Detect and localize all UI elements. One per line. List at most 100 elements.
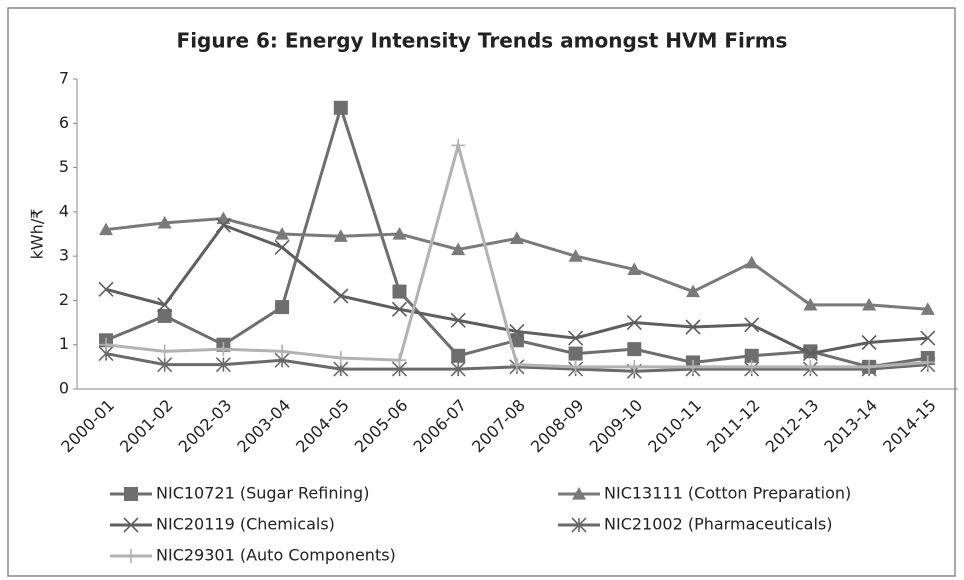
legend-label: NIC10721 (Sugar Refining) — [156, 484, 369, 503]
marker — [568, 249, 583, 262]
marker — [451, 242, 466, 256]
y-tick-label: 4 — [59, 201, 69, 220]
marker — [275, 344, 290, 359]
marker-shape — [803, 297, 818, 311]
marker-shape — [124, 549, 138, 563]
marker — [920, 330, 936, 346]
marker-shape — [571, 517, 587, 533]
marker-shape — [392, 227, 407, 240]
marker-shape — [744, 359, 759, 374]
marker-shape — [157, 344, 172, 359]
marker — [861, 334, 877, 351]
marker-shape — [391, 301, 408, 317]
marker-shape — [157, 357, 173, 373]
y-axis-label: kWh/₹ — [28, 209, 47, 260]
marker — [862, 297, 877, 311]
marker-shape — [686, 284, 700, 298]
marker — [99, 337, 113, 352]
marker — [333, 288, 349, 304]
marker-shape — [509, 357, 524, 372]
marker — [920, 302, 935, 315]
marker-shape — [99, 337, 113, 352]
marker — [391, 301, 408, 317]
marker-shape — [451, 348, 466, 363]
marker-shape — [450, 361, 466, 377]
marker — [803, 359, 818, 374]
marker-shape — [568, 359, 583, 374]
marker — [744, 255, 759, 269]
marker-shape — [862, 359, 877, 374]
marker-shape — [686, 359, 700, 374]
marker — [568, 330, 584, 346]
marker — [509, 231, 524, 245]
y-tick-label: 1 — [59, 334, 69, 353]
marker-shape — [920, 330, 936, 346]
marker-shape — [627, 342, 642, 357]
marker-shape — [920, 302, 935, 315]
legend-label: NIC21002 (Pharmaceuticals) — [604, 515, 833, 534]
marker-shape — [627, 262, 642, 276]
marker — [157, 215, 172, 229]
y-tick-label: 3 — [59, 246, 69, 265]
marker-shape — [568, 330, 584, 346]
y-tick-label: 7 — [59, 69, 69, 88]
marker — [333, 100, 348, 115]
y-tick-label: 6 — [59, 113, 69, 132]
marker-shape — [99, 222, 113, 236]
marker — [803, 297, 818, 311]
marker — [450, 361, 466, 377]
marker — [450, 312, 466, 328]
legend-label: NIC13111 (Cotton Preparation) — [604, 484, 851, 503]
legend-label: NIC29301 (Auto Components) — [156, 546, 396, 565]
marker-shape — [98, 281, 114, 297]
marker-shape — [802, 346, 818, 362]
marker — [124, 487, 138, 501]
marker — [216, 342, 231, 357]
marker — [626, 315, 642, 331]
legend-label: NIC20119 (Chemicals) — [156, 515, 335, 534]
marker — [803, 344, 818, 359]
marker-shape — [861, 334, 877, 351]
marker-shape — [275, 300, 290, 315]
marker — [392, 227, 407, 240]
marker — [627, 342, 642, 357]
marker — [802, 346, 818, 362]
marker — [157, 297, 173, 313]
marker-shape — [157, 297, 173, 313]
marker-shape — [215, 357, 231, 373]
marker — [920, 355, 935, 370]
marker-shape — [572, 487, 586, 500]
marker-shape — [568, 346, 583, 361]
y-tick-label: 0 — [59, 379, 69, 398]
chart-title: Figure 6: Energy Intensity Trends amongs… — [177, 29, 788, 53]
marker — [274, 239, 290, 255]
marker — [451, 138, 466, 153]
marker-shape — [333, 100, 348, 115]
marker — [157, 344, 172, 359]
marker-shape — [920, 355, 935, 370]
marker-shape — [274, 239, 290, 255]
marker-shape — [275, 227, 290, 240]
marker-shape — [568, 249, 583, 262]
marker — [509, 323, 525, 339]
marker — [451, 348, 466, 363]
marker-shape — [744, 348, 759, 363]
marker-shape — [333, 288, 349, 304]
marker — [275, 227, 290, 240]
marker — [686, 284, 700, 298]
marker — [333, 229, 348, 242]
marker-shape — [124, 487, 138, 501]
marker — [686, 359, 700, 374]
marker-shape — [685, 319, 701, 335]
marker — [568, 359, 583, 374]
marker-shape — [392, 284, 407, 299]
marker-shape — [215, 217, 231, 233]
marker — [275, 300, 290, 315]
marker-shape — [157, 308, 172, 323]
marker — [157, 308, 172, 323]
marker — [627, 262, 642, 276]
marker-shape — [744, 317, 760, 333]
marker — [215, 217, 231, 233]
marker-shape — [509, 333, 524, 348]
